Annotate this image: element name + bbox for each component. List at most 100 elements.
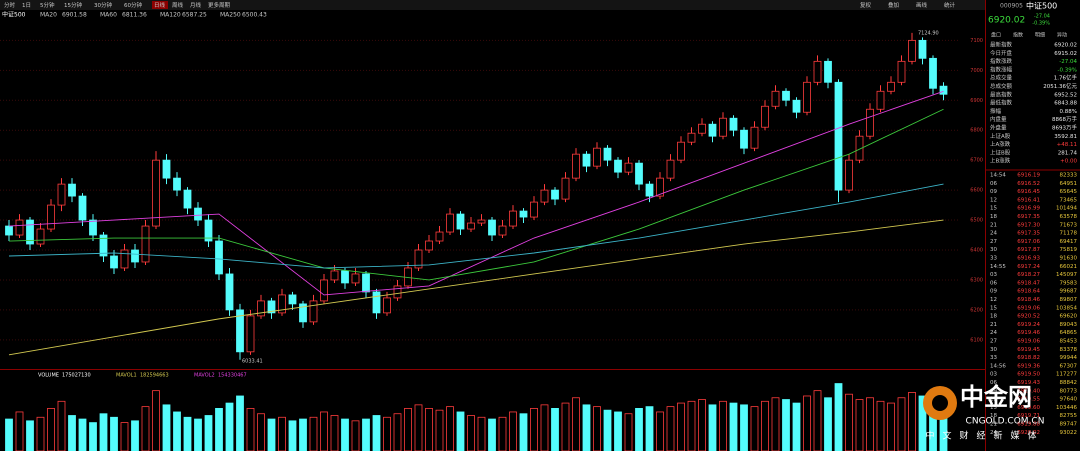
volume-bar [57,400,66,451]
volume-bar [876,400,885,451]
tick-price: 6917.35 [1017,231,1040,237]
quote-value: 8868万手 [1052,115,1077,123]
volume-bar [383,416,391,451]
volume-legend-name: MAVOL1 [116,373,137,379]
tick-volume: 67307 [1060,363,1078,369]
volume-bar [15,411,24,451]
tick-volume: 101494 [1056,206,1077,212]
candle-body [708,123,717,137]
period-button[interactable]: 周线 [172,1,184,9]
quote-value: 6952.52 [1054,92,1077,98]
ma-line [8,183,944,269]
tick-price: 6917.30 [1017,222,1040,228]
toolbar [0,0,985,10]
tick-time: 14:54 [990,173,1006,179]
candle-body [540,189,549,203]
tick-price: 6919.06 [1017,305,1040,311]
tick-volume: 73465 [1060,197,1078,203]
candle-body [803,81,811,113]
quote-value: 0.88% [1060,109,1077,115]
brand: 中金网 [960,383,1032,411]
quote-label: 总成交额 [990,82,1013,90]
volume-bar [372,415,381,451]
quote-label: 上A涨跌 [990,140,1011,148]
period-button[interactable]: 分时 [4,1,16,9]
tool-button[interactable]: 统计 [944,1,956,9]
volume-bar [330,415,339,451]
volume-legend-value: 182594663 [140,373,169,379]
candle-body [435,231,444,242]
tick-volume: 103854 [1056,305,1077,311]
tick-price: 6919.43 [1017,380,1040,386]
quote-label: 上证B股 [990,148,1011,156]
period-button[interactable]: 月线 [190,1,202,9]
candle-body [782,90,790,101]
volume-bar [719,400,727,451]
tick-price: 6919.40 [1017,388,1040,394]
code: 000905 [1000,3,1023,10]
volume-bar [845,393,853,451]
volume-bar [855,399,864,451]
candle-body [173,177,181,191]
tool-button[interactable]: 画线 [916,1,928,9]
tick-time: 15 [990,405,997,411]
period-button[interactable]: 60分钟 [124,1,142,9]
candle-body [288,294,297,305]
volume-bar [498,416,507,451]
tick-time: 18 [990,413,997,419]
candle-body [677,141,685,161]
tick-time: 14:56 [990,363,1006,369]
volume-bar [393,413,402,451]
tab[interactable]: 明细 [1035,32,1045,39]
volume-bar [404,407,412,451]
candle-body [750,126,759,149]
tick-volume: 71178 [1060,231,1078,237]
name: 中证500 [1026,1,1057,11]
tick-price: 6917.24 [1017,264,1040,270]
quote-value: -27.04 [1059,59,1077,65]
candle-body [68,183,76,197]
quote-value: -0.39% [1058,67,1077,73]
volume-bar [540,404,549,451]
period-button[interactable]: 1日 [22,2,31,9]
volume-bar [897,397,906,451]
volume-bar [435,409,444,451]
volume-legend-value: 154330467 [218,373,247,379]
volume-bar [467,415,475,451]
tab[interactable]: 盘口 [991,32,1001,39]
ma-line [8,219,944,356]
candle-body [866,108,874,137]
volume-bar [792,402,801,451]
quote-label: 最低指数 [990,99,1013,107]
tick-volume: 66021 [1060,264,1078,270]
tick-time: 15 [990,305,997,311]
tab[interactable]: 指数 [1013,32,1023,39]
tick-volume: 117277 [1056,372,1077,378]
candle-body [666,159,675,179]
tick-time: 06 [990,181,997,187]
candle-body [267,300,276,314]
quote-value: +48.11 [1057,142,1077,148]
tick-time: 27 [990,339,997,345]
tick-price: 6919.60 [1017,405,1040,411]
volume-bar [194,418,202,451]
tick-time: 14:55 [990,264,1006,270]
tick-time: 12 [990,297,997,303]
period-button[interactable]: 15分钟 [64,1,82,9]
period-button[interactable]: 更多周期 [208,1,231,9]
tick-time: 09 [990,289,997,295]
tool-button[interactable]: 叠加 [888,1,899,9]
period-button[interactable]: 日线 [154,1,166,9]
y-tick-label: 6800 [970,128,983,134]
period-button[interactable]: 5分钟 [40,1,55,9]
tab[interactable]: 异动 [1057,32,1067,39]
volume-bar [572,397,580,451]
period-button[interactable]: 30分钟 [94,1,112,9]
tool-button[interactable]: 复权 [860,1,872,9]
candle-body [393,285,402,299]
tick-volume: 71673 [1060,222,1078,228]
tick-time: 24 [990,430,997,436]
